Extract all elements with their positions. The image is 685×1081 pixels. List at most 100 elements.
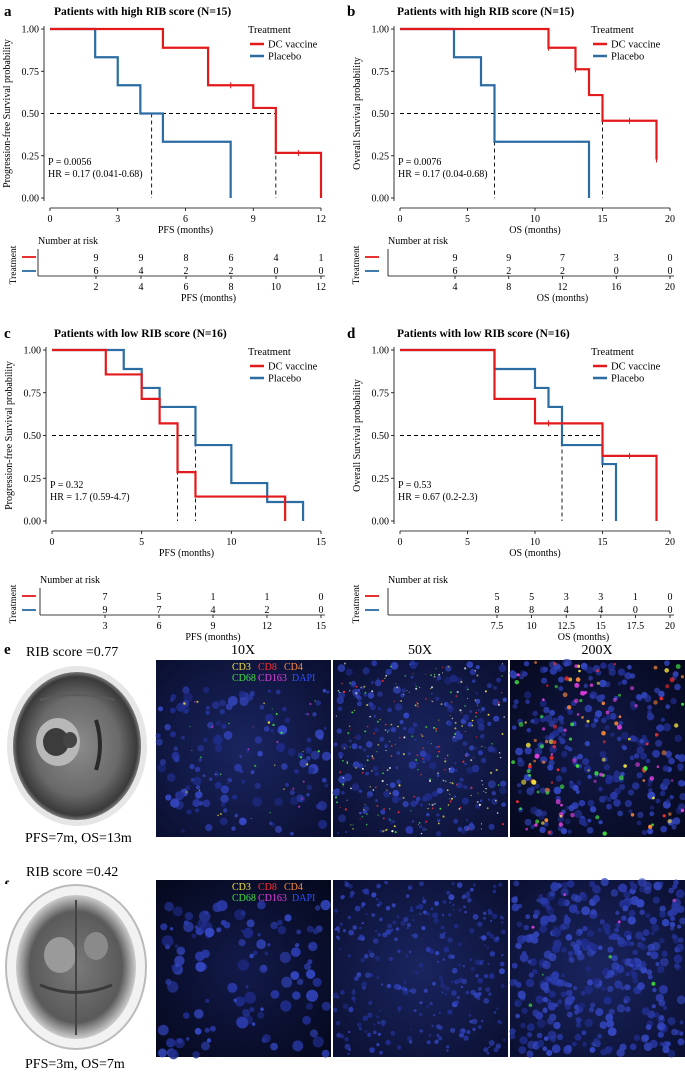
- if-cell-signal: [541, 677, 548, 684]
- outcome-f: PFS=3m, OS=7m: [25, 1057, 125, 1072]
- if-cell-signal: [672, 884, 678, 890]
- if-cell-signal: [321, 1001, 331, 1011]
- if-cell-signal: [578, 817, 587, 826]
- if-cell-signal: [290, 796, 299, 805]
- if-cell-signal: [276, 742, 286, 753]
- if-cell-signal: [630, 959, 636, 965]
- if-cell-signal: [257, 900, 266, 910]
- if-cell-signal: [164, 901, 174, 912]
- if-cell-signal: [652, 896, 660, 904]
- if-cell-signal: [483, 911, 487, 915]
- if-cell-signal: [372, 938, 379, 944]
- if-cell-signal: [379, 1009, 382, 1012]
- if-cell-signal: [305, 712, 309, 716]
- if-cell-signal: [471, 719, 474, 722]
- if-cell-signal: [493, 715, 500, 722]
- if-cell-signal: [524, 747, 532, 755]
- if-cell-signal: [422, 827, 426, 832]
- if-cell-signal: [214, 781, 222, 789]
- if-cell-signal: [309, 1029, 319, 1038]
- if-cell-signal: [407, 727, 415, 734]
- if-cell-signal: [496, 812, 499, 814]
- if-cell-signal: [339, 948, 342, 951]
- if-cell-signal: [517, 789, 523, 794]
- legend-label-placebo: Placebo: [611, 374, 644, 385]
- if-cell-signal: [244, 991, 256, 1004]
- if-cell-signal: [621, 958, 626, 963]
- if-cell-signal: [511, 760, 515, 764]
- if-cell-signal: [543, 821, 549, 827]
- if-cell-signal: [503, 1038, 506, 1042]
- if-cell-signal: [333, 742, 338, 747]
- risk-count-placebo: 4: [598, 605, 603, 616]
- if-cell-signal: [385, 1039, 391, 1046]
- if-cell-signal: [467, 721, 473, 727]
- if-cell-signal: [445, 780, 447, 782]
- if-cell-signal: [570, 722, 574, 727]
- if-cell-signal: [596, 681, 600, 685]
- if-cell-signal: [578, 669, 581, 673]
- if-cell-signal: [318, 819, 328, 829]
- risk-count-dc: 9: [139, 253, 144, 264]
- if-cell-signal: [270, 728, 275, 733]
- if-cell-signal: [457, 963, 461, 967]
- if-cell-signal: [541, 821, 545, 825]
- if-cell-signal: [184, 912, 194, 921]
- if-cell-signal: [657, 965, 665, 974]
- if-cell-signal: [420, 832, 423, 835]
- if-cell-signal: [307, 959, 313, 965]
- if-cell-signal: [526, 728, 531, 733]
- if-cell-signal: [428, 803, 430, 806]
- if-cell-signal: [436, 813, 440, 817]
- if-cell-signal: [525, 978, 535, 988]
- if-cell-signal: [374, 955, 381, 962]
- if-cell-signal: [630, 941, 635, 946]
- if-cell-signal: [583, 765, 592, 773]
- mag-50x: 50X: [408, 643, 432, 658]
- if-cell-signal: [490, 750, 493, 753]
- if-cell-signal: [306, 784, 313, 791]
- if-cell-signal: [629, 755, 635, 761]
- risk-table-title: Number at risk: [40, 575, 100, 586]
- if-cell-signal: [660, 825, 668, 833]
- if-cell-signal: [410, 1028, 413, 1031]
- if-cell-signal: [648, 824, 653, 829]
- rib-score-f: RIB score =0.42: [26, 865, 118, 880]
- if-cell-signal: [363, 693, 368, 697]
- if-cell-signal: [477, 723, 485, 731]
- if-cell-signal: [547, 830, 551, 835]
- if-cell-signal: [396, 751, 401, 755]
- risk-x-tick-label: 15: [596, 621, 606, 632]
- if-cell-signal: [488, 823, 495, 831]
- if-cell-signal: [488, 1046, 491, 1049]
- if-cell-signal: [646, 713, 655, 721]
- if-cell-signal: [476, 801, 479, 803]
- if-cell-signal: [467, 688, 469, 691]
- if-cell-signal: [367, 692, 375, 699]
- if-cell-signal: [376, 1015, 380, 1019]
- risk-count-placebo: 0: [633, 605, 638, 616]
- if-cell-signal: [242, 927, 254, 939]
- if-cell-signal: [381, 679, 384, 683]
- if-cell-signal: [467, 898, 472, 903]
- if-cell-signal: [435, 745, 439, 749]
- if-cell-signal: [402, 989, 409, 995]
- if-cell-signal: [452, 903, 455, 907]
- if-cell-signal: [475, 698, 481, 704]
- if-cell-signal: [170, 731, 176, 738]
- if-cell-signal: [513, 979, 518, 984]
- if-cell-signal: [371, 755, 374, 757]
- if-cell-signal: [607, 797, 612, 802]
- if-cell-signal: [205, 998, 210, 1003]
- if-cell-signal: [538, 894, 544, 899]
- if-cell-signal: [342, 929, 347, 933]
- if-cell-signal: [460, 828, 466, 834]
- if-cell-signal: [354, 736, 356, 738]
- if-cell-signal: [387, 728, 391, 732]
- if-cell-signal: [465, 818, 469, 822]
- if-cell-signal: [417, 769, 419, 771]
- if-cell-signal: [461, 725, 464, 727]
- legend-label-dc: DC vaccine: [268, 40, 318, 51]
- if-cell-signal: [470, 759, 473, 762]
- if-cell-signal: [435, 668, 437, 670]
